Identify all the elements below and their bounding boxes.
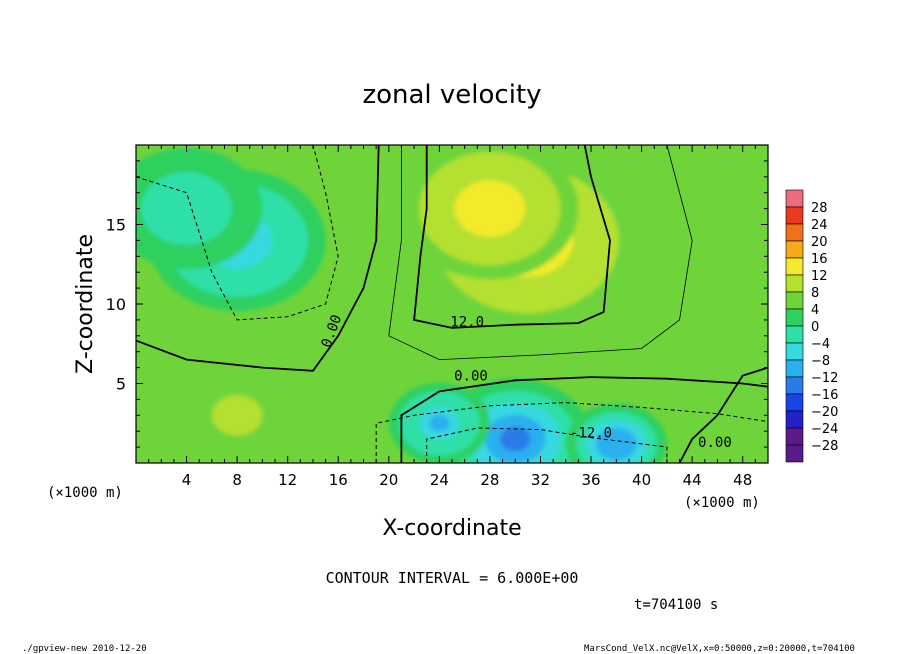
contour-twelve — [413, 145, 611, 329]
x-axis-label: X-coordinate — [382, 516, 521, 541]
colorbar: 28 24 20 16 12 8 4 0 −4 −8 −12 −16 −20 −24 −28 — [785, 189, 838, 463]
x-tick-label: 12 — [278, 471, 297, 489]
colorbar-swatch — [785, 427, 804, 446]
x-tick-label: 16 — [329, 471, 348, 489]
colorbar-label: −28 — [811, 439, 838, 454]
colorbar-label: −8 — [811, 354, 830, 369]
colorbar-swatch — [785, 376, 804, 395]
x-tick-label: 4 — [182, 471, 192, 489]
field-level — [171, 196, 202, 221]
field-level — [704, 373, 731, 394]
field-features — [136, 145, 768, 463]
x-unit-label-right: (×1000 m) — [684, 495, 760, 511]
colorbar-label: 24 — [811, 218, 828, 233]
colorbar-swatch — [785, 240, 804, 259]
x-axis-ticks: 4 8 12 16 20 24 28 32 36 40 44 48 — [135, 145, 769, 489]
contour-neg-six-lower — [375, 402, 768, 463]
field-level — [429, 415, 450, 432]
x-tick-label: 28 — [480, 471, 499, 489]
colorbar-swatch — [785, 444, 804, 463]
time-stamp: t=704100 s — [634, 597, 718, 613]
colorbar-label: 12 — [811, 269, 828, 284]
colorbar-label: 28 — [811, 201, 828, 216]
y-axis-label: Z-coordinate — [73, 234, 98, 374]
x-tick-label: 44 — [683, 471, 702, 489]
x-tick-label: 48 — [733, 471, 752, 489]
x-tick-label: 8 — [232, 471, 242, 489]
contour-interval: CONTOUR INTERVAL = 6.000E+00 — [326, 569, 579, 587]
x-tick-label: 36 — [581, 471, 600, 489]
contour-zero-right — [678, 366, 768, 463]
x-unit-label-left: (×1000 m) — [47, 485, 123, 501]
colorbar-swatch — [785, 223, 804, 242]
contour-label: -12.0 — [570, 426, 612, 442]
colorbar-swatch — [785, 274, 804, 293]
colorbar-label: 8 — [811, 286, 819, 301]
contour-lines: 0.00 12.00.00-12.00.00 — [136, 145, 768, 463]
contour-label: 0.00 — [698, 435, 732, 451]
colorbar-label: −12 — [811, 371, 838, 386]
colorbar-label: −20 — [811, 405, 838, 420]
footer-left: ./gpview-new 2010-12-20 — [22, 644, 147, 654]
y-axis-ticks: 5 10 15 — [106, 144, 768, 464]
footer-right: MarsCond_VelX.nc@VelX,x=0:50000,z=0:2000… — [584, 644, 855, 654]
colorbar-swatch — [785, 359, 804, 378]
contour-neg-twelve — [426, 427, 668, 463]
colorbar-label: −4 — [811, 337, 830, 352]
colorbar-swatch — [785, 206, 804, 225]
colorbar-label: −24 — [811, 422, 838, 437]
field-level — [224, 405, 250, 426]
colorbar-swatch — [785, 325, 804, 344]
colorbar-label: 4 — [811, 303, 819, 318]
colorbar-label: 16 — [811, 252, 828, 267]
colorbar-swatch — [785, 189, 804, 208]
y-tick-label: 5 — [116, 375, 126, 394]
field-level — [472, 194, 508, 223]
contour-label: 0.00 — [454, 368, 488, 384]
colorbar-swatch — [785, 393, 804, 412]
x-tick-label: 20 — [379, 471, 398, 489]
contour-neg-six — [136, 145, 339, 321]
contour-six — [388, 145, 693, 361]
chart-title: zonal velocity — [362, 80, 541, 110]
field-level — [500, 427, 531, 452]
contour-zero-left — [136, 145, 380, 372]
colorbar-label: 20 — [811, 235, 828, 250]
y-tick-label: 10 — [106, 295, 126, 314]
colorbar-swatch — [785, 342, 804, 361]
x-tick-label: 24 — [430, 471, 449, 489]
y-tick-label: 15 — [106, 216, 126, 235]
colorbar-label: 0 — [811, 320, 819, 335]
colorbar-label: −16 — [811, 388, 838, 403]
velocity-field — [136, 145, 768, 463]
x-tick-label: 32 — [531, 471, 550, 489]
contour-zero-middle — [400, 376, 768, 463]
colorbar-swatch — [785, 257, 804, 276]
colorbar-swatch — [785, 291, 804, 310]
x-tick-label: 40 — [632, 471, 651, 489]
contour-label: 12.0 — [450, 314, 484, 330]
colorbar-swatch — [785, 410, 804, 429]
colorbar-swatch — [785, 308, 804, 327]
